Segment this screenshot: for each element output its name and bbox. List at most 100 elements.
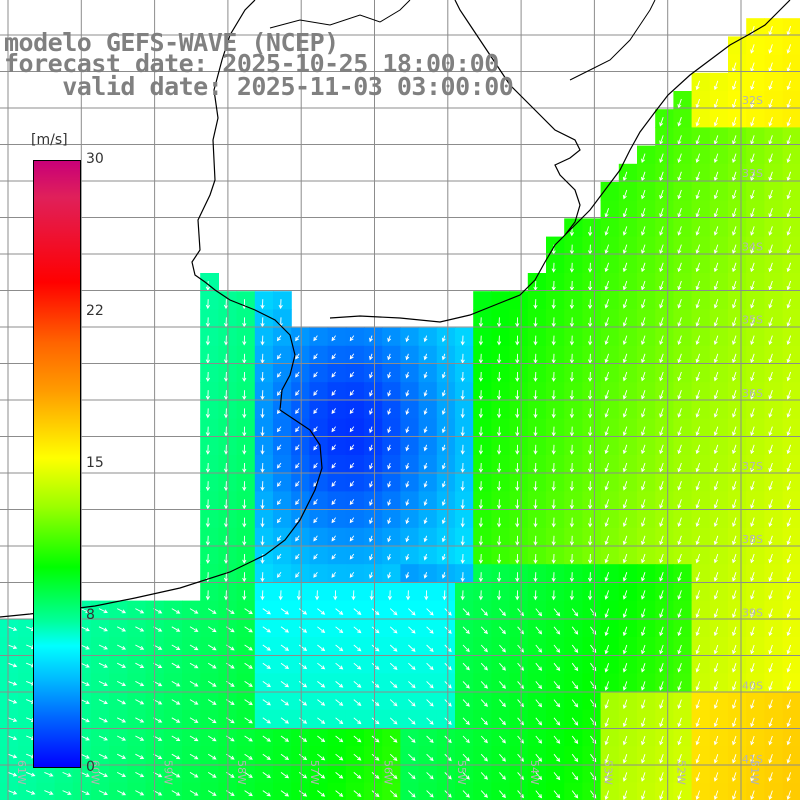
field-cell bbox=[600, 527, 620, 547]
wind-arrow bbox=[677, 754, 682, 764]
wind-arrow bbox=[423, 371, 428, 379]
field-cell bbox=[418, 564, 438, 583]
field-cell bbox=[18, 655, 37, 674]
wind-arrow bbox=[189, 753, 199, 760]
wind-arrow bbox=[622, 717, 628, 728]
wind-arrow bbox=[695, 735, 701, 746]
field-cell bbox=[618, 218, 638, 238]
field-cell bbox=[600, 582, 620, 602]
wind-arrow bbox=[349, 571, 355, 578]
wind-arrow bbox=[750, 481, 755, 491]
field-cell bbox=[691, 200, 711, 219]
wind-arrow bbox=[604, 262, 610, 273]
wind-arrow bbox=[423, 335, 428, 343]
wind-arrow bbox=[262, 772, 271, 779]
field-cell bbox=[273, 309, 292, 329]
field-cell bbox=[109, 764, 128, 784]
field-cell bbox=[509, 546, 529, 565]
wind-arrow bbox=[387, 499, 392, 507]
wind-arrow bbox=[551, 335, 556, 346]
field-cell bbox=[764, 418, 784, 438]
field-cell bbox=[600, 200, 620, 219]
field-cell bbox=[764, 218, 784, 238]
wind-arrow bbox=[677, 408, 682, 418]
wind-arrow bbox=[587, 390, 593, 401]
field-cell bbox=[746, 127, 765, 147]
wind-arrow bbox=[244, 735, 253, 742]
wind-arrow bbox=[205, 408, 210, 419]
wind-arrow bbox=[768, 644, 773, 655]
wind-arrow bbox=[462, 699, 470, 707]
field-cell bbox=[691, 618, 711, 638]
field-cell bbox=[655, 236, 674, 256]
wind-arrow bbox=[604, 208, 610, 218]
field-cell bbox=[182, 709, 201, 729]
wind-arrow bbox=[280, 753, 290, 761]
wind-arrow bbox=[371, 699, 380, 707]
field-cell bbox=[455, 364, 474, 383]
wind-arrow bbox=[535, 608, 543, 617]
wind-arrow bbox=[677, 608, 682, 618]
wind-arrow bbox=[659, 499, 664, 509]
field-cell bbox=[400, 327, 420, 347]
wind-arrow bbox=[641, 189, 646, 200]
wind-arrow bbox=[276, 389, 282, 396]
wind-arrow bbox=[80, 626, 90, 632]
wind-arrow bbox=[349, 389, 355, 396]
field-cell bbox=[709, 127, 729, 147]
field-cell bbox=[309, 546, 329, 565]
field-cell bbox=[400, 364, 420, 383]
field-cell bbox=[655, 182, 674, 201]
field-cell bbox=[637, 709, 656, 729]
wind-arrow bbox=[533, 499, 538, 510]
wind-arrow bbox=[478, 408, 483, 419]
field-cell bbox=[491, 291, 511, 310]
field-cell bbox=[746, 254, 765, 274]
wind-arrow bbox=[298, 717, 308, 724]
field-cell bbox=[782, 691, 800, 711]
field-cell bbox=[291, 527, 310, 547]
wind-arrow bbox=[262, 753, 271, 760]
wind-arrow bbox=[205, 353, 210, 364]
field-cell bbox=[637, 382, 656, 401]
field-cell bbox=[309, 345, 329, 365]
wind-arrow bbox=[280, 626, 290, 633]
field-cell bbox=[18, 691, 37, 711]
wind-arrow bbox=[496, 590, 502, 601]
wind-arrow bbox=[786, 462, 792, 473]
field-cell bbox=[764, 637, 784, 656]
wind-arrow bbox=[786, 371, 792, 382]
wind-arrow bbox=[713, 572, 719, 582]
field-cell bbox=[655, 637, 674, 656]
wind-arrow bbox=[189, 608, 199, 614]
field-cell bbox=[491, 473, 511, 492]
field-cell bbox=[600, 327, 620, 347]
field-cell bbox=[618, 582, 638, 602]
wind-arrow bbox=[768, 717, 773, 728]
wind-arrow bbox=[423, 353, 428, 361]
wind-arrow bbox=[515, 517, 520, 528]
wind-arrow bbox=[604, 408, 610, 418]
wind-arrow bbox=[205, 590, 210, 601]
wind-arrow bbox=[732, 335, 737, 345]
field-cell bbox=[728, 72, 747, 92]
wind-arrow bbox=[732, 735, 737, 746]
field-cell bbox=[746, 546, 765, 565]
wind-arrow bbox=[571, 608, 579, 617]
field-cell bbox=[327, 455, 347, 474]
wind-arrow bbox=[695, 426, 701, 436]
wind-arrow bbox=[553, 608, 561, 617]
wind-arrow bbox=[423, 462, 428, 470]
wind-arrow bbox=[405, 462, 410, 470]
field-cell bbox=[109, 746, 128, 765]
wind-arrow bbox=[713, 681, 719, 691]
field-cell bbox=[473, 782, 492, 800]
wind-arrow bbox=[223, 408, 229, 419]
wind-arrow bbox=[641, 772, 646, 782]
field-cell bbox=[709, 400, 729, 420]
field-cell bbox=[582, 546, 602, 565]
wind-arrow bbox=[7, 771, 18, 777]
wind-arrow bbox=[604, 499, 610, 509]
wind-arrow bbox=[499, 772, 506, 780]
